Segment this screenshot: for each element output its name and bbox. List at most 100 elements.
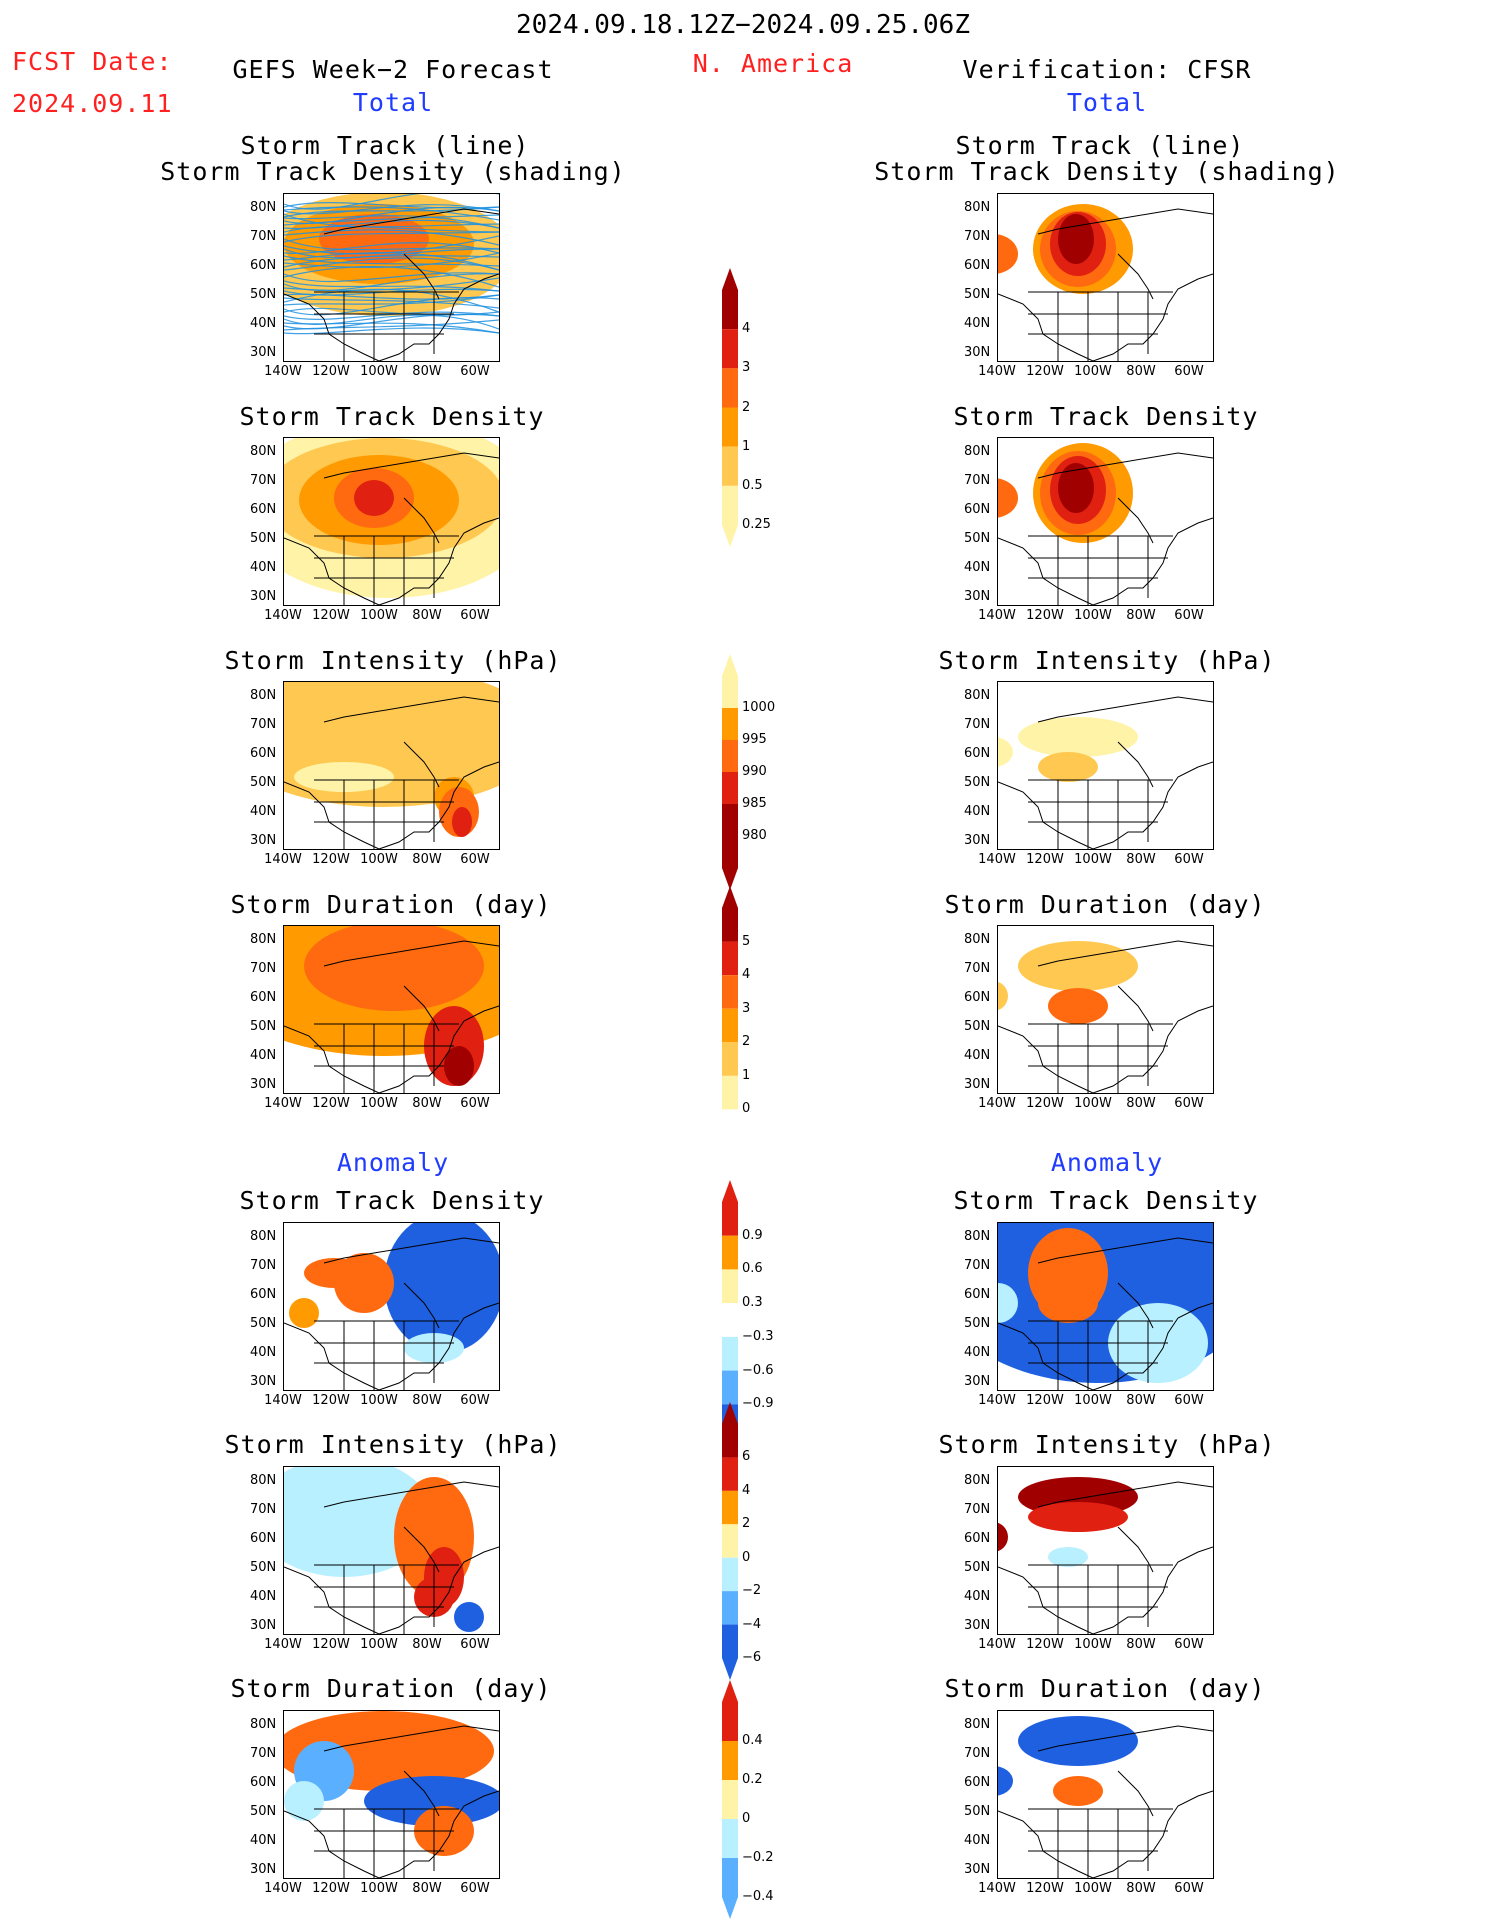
lat-tick-label: 40N (964, 1589, 991, 1604)
map-panel (997, 193, 1214, 362)
lat-tick-label: 50N (964, 1019, 991, 1034)
lon-tick-label: 120W (1026, 1393, 1064, 1408)
map-plot (284, 1711, 499, 1878)
coastline (284, 696, 499, 849)
colorbar-segment (722, 740, 738, 772)
shaded-region (998, 1283, 1018, 1323)
lat-tick-label: 80N (250, 688, 277, 703)
lat-tick-label: 70N (250, 717, 277, 732)
storm-track-line (284, 235, 499, 255)
lat-tick-label: 80N (964, 444, 991, 459)
lon-tick-label: 80W (412, 608, 442, 623)
storm-track-line (284, 248, 499, 259)
colorbar-segment (722, 908, 738, 942)
lon-tick-label: 120W (1026, 608, 1064, 623)
shaded-region (1018, 1716, 1138, 1766)
lat-tick-label: 70N (964, 717, 991, 732)
coastline (284, 1237, 499, 1390)
colorbar-segment (722, 1557, 738, 1592)
lon-tick-label: 100W (1074, 1096, 1112, 1111)
shaded-region (452, 807, 472, 837)
lon-tick-label: 60W (460, 364, 490, 379)
lon-tick-label: 120W (1026, 1096, 1064, 1111)
map-panel (283, 681, 500, 850)
lat-tick-label: 80N (250, 1229, 277, 1244)
coastline (998, 1725, 1213, 1878)
lon-tick-label: 100W (1074, 852, 1112, 867)
storm-track-line (284, 294, 499, 306)
colorbar-segment (722, 1819, 738, 1858)
lat-tick-label: 30N (964, 1618, 991, 1633)
map-panel (997, 1466, 1214, 1635)
fcst-label: FCST Date: (12, 47, 173, 76)
colorbar-segment (722, 485, 738, 525)
lat-tick-label: 30N (964, 1374, 991, 1389)
shaded-region (444, 1046, 474, 1086)
lon-tick-label: 140W (978, 852, 1016, 867)
lon-tick-label: 100W (1074, 608, 1112, 623)
total-left-label: Total (352, 88, 434, 117)
lon-tick-label: 100W (1074, 1637, 1112, 1652)
coastline (998, 452, 1213, 605)
lat-tick-label: 40N (964, 316, 991, 331)
map-panel (283, 193, 500, 362)
period-title: 2024.09.18.12Z−2024.09.25.06Z (516, 10, 970, 40)
lat-tick-label: 70N (964, 473, 991, 488)
lon-tick-label: 80W (1126, 1393, 1156, 1408)
lat-tick-label: 40N (250, 1048, 277, 1063)
map-panel (283, 437, 500, 606)
lat-tick-label: 80N (250, 1473, 277, 1488)
coastline (998, 696, 1213, 849)
lat-tick-label: 80N (250, 444, 277, 459)
lat-tick-label: 30N (250, 1618, 277, 1633)
lat-tick-label: 50N (250, 1316, 277, 1331)
lon-tick-label: 100W (1074, 364, 1112, 379)
shaded-region (384, 1223, 499, 1353)
shaded-region (1058, 214, 1094, 264)
colorbar-segment (722, 329, 738, 369)
panel-title-density-anom-right: Storm Track Density (953, 1186, 1259, 1215)
lat-tick-label: 50N (964, 531, 991, 546)
right-title: Verification: CFSR (962, 55, 1252, 84)
lat-tick-label: 80N (964, 1229, 991, 1244)
shaded-region (1053, 1776, 1103, 1806)
colorbar-tick-label: 0 (742, 1549, 751, 1565)
lon-tick-label: 60W (1174, 1881, 1204, 1896)
storm-track-line (284, 229, 499, 246)
lon-tick-label: 120W (1026, 852, 1064, 867)
lon-tick-label: 60W (1174, 1096, 1204, 1111)
map-plot (284, 1223, 499, 1390)
lat-tick-label: 30N (964, 589, 991, 604)
map-plot (284, 926, 499, 1093)
colorbar-tick-label: 0 (742, 1101, 751, 1117)
lat-tick-label: 30N (250, 1862, 277, 1877)
lat-tick-label: 50N (250, 287, 277, 302)
lon-tick-label: 120W (312, 1096, 350, 1111)
lon-tick-label: 120W (312, 608, 350, 623)
colorbar-segment (722, 1370, 738, 1405)
shaded-region (1028, 1502, 1128, 1532)
colorbar-tick-label: −0.9 (742, 1396, 774, 1412)
lon-tick-label: 140W (264, 364, 302, 379)
map-panel (283, 1710, 500, 1879)
panel-title-track-shading-left: Storm Track Density (shading) (160, 157, 626, 186)
colorbar-tick-label: −6 (742, 1650, 762, 1665)
colorbar-tick-label: 2 (742, 399, 751, 415)
panel-title-track-line-right: Storm Track (line) (955, 131, 1245, 160)
map-panel (997, 437, 1214, 606)
colorbar-tick-label: −4 (742, 1616, 762, 1632)
storm-track-line (284, 266, 499, 288)
map-panel (283, 1466, 500, 1635)
colorbar-tick-label: 0.5 (742, 477, 763, 493)
colorbar-segment (722, 1109, 738, 1143)
lon-tick-label: 100W (360, 852, 398, 867)
colorbar-segment (722, 708, 738, 740)
panel-title-intensity-anom-right: Storm Intensity (hPa) (938, 1430, 1276, 1459)
colorbar-segment (722, 1008, 738, 1043)
colorbar-tick-label: 5 (742, 933, 751, 949)
panel-title-duration-right: Storm Duration (day) (944, 890, 1266, 919)
colorbar-segment (722, 1269, 738, 1304)
lat-tick-label: 40N (964, 1833, 991, 1848)
shaded-region (1048, 988, 1108, 1024)
storm-track-line (284, 238, 499, 251)
